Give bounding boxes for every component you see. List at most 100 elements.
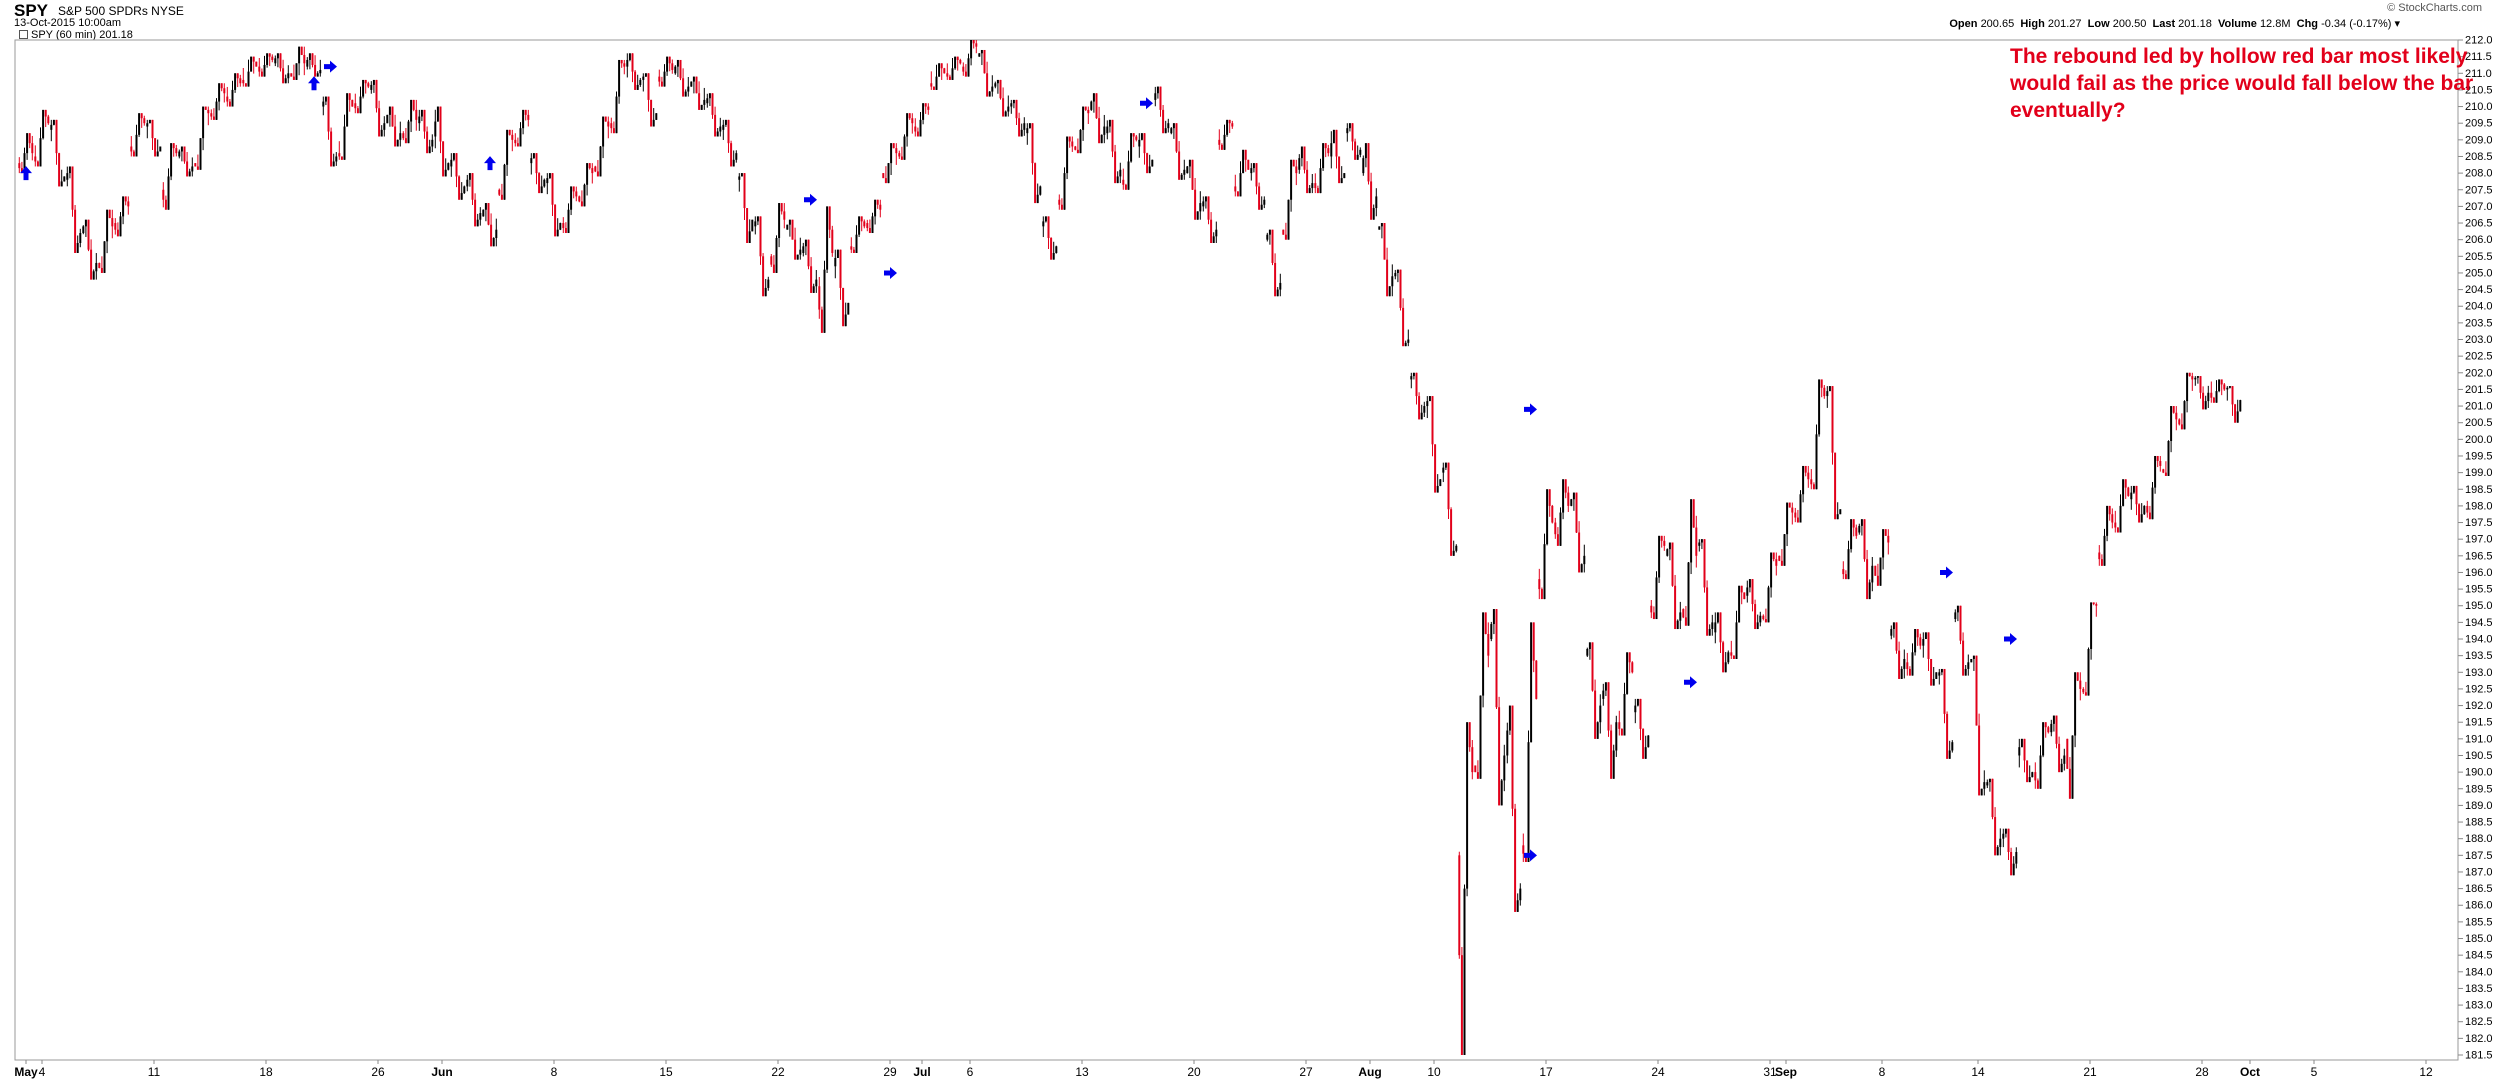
y-tick-label: 189.5 xyxy=(2465,783,2493,795)
candle-body xyxy=(1778,555,1781,561)
candle-body xyxy=(1570,499,1573,506)
candle-body xyxy=(914,126,917,132)
y-tick-label: 181.5 xyxy=(2465,1050,2493,1062)
candle-body xyxy=(1716,612,1719,623)
candle-body xyxy=(556,229,559,237)
candle-body xyxy=(1898,650,1901,679)
candle-body xyxy=(354,103,357,109)
candle-body xyxy=(1807,472,1810,480)
candle-body xyxy=(1412,372,1415,377)
candle-body xyxy=(1167,123,1170,129)
candle-body xyxy=(1831,386,1834,453)
candle-body xyxy=(1418,396,1421,420)
candle-body xyxy=(730,143,733,167)
candle-body xyxy=(140,113,143,119)
candle-body xyxy=(1386,259,1389,297)
candle-body xyxy=(2002,833,2005,839)
candle-body xyxy=(850,246,853,250)
candle-body xyxy=(215,101,218,120)
candle-body xyxy=(2100,559,2103,566)
candle-body xyxy=(2236,411,2239,423)
candle-body xyxy=(1492,609,1495,625)
candle-body xyxy=(1658,535,1661,578)
candle-body xyxy=(1668,542,1671,550)
x-tick-label: May xyxy=(14,1065,38,1079)
candle-body xyxy=(338,153,341,157)
candle-body xyxy=(23,153,26,174)
candle-body xyxy=(567,209,570,234)
candle-body xyxy=(2036,780,2039,789)
candle-body xyxy=(1002,98,1005,117)
candle-body xyxy=(1863,519,1866,560)
candle-body xyxy=(194,163,197,167)
candle-body xyxy=(1746,587,1749,596)
candle-body xyxy=(1124,184,1127,190)
candle-body xyxy=(842,287,845,327)
candle-body xyxy=(1988,778,1991,783)
y-tick-label: 203.0 xyxy=(2465,334,2493,346)
candle-body xyxy=(618,59,621,97)
candle-body xyxy=(1583,555,1586,565)
candle-body xyxy=(2130,492,2133,500)
dropdown-caret-icon[interactable]: ▾ xyxy=(2394,18,2400,30)
candle-body xyxy=(1447,462,1450,510)
candle-body xyxy=(802,246,805,253)
candle-body xyxy=(226,96,229,102)
candle-body xyxy=(852,249,855,253)
candle-body xyxy=(1156,86,1159,94)
candle-body xyxy=(1146,153,1149,174)
candle-body xyxy=(2082,688,2085,693)
candle-body xyxy=(244,83,247,87)
candle-body xyxy=(2164,472,2167,476)
candle-body xyxy=(906,113,909,137)
candle-body xyxy=(2124,479,2127,488)
candle-body xyxy=(1810,479,1813,485)
candle-body xyxy=(1679,612,1682,621)
candle-body xyxy=(76,243,79,253)
candle-body xyxy=(466,179,469,187)
candle-body xyxy=(554,204,557,237)
x-tick-label: 20 xyxy=(1187,1065,1201,1079)
candle-body xyxy=(1194,189,1197,220)
candle-body xyxy=(596,171,599,177)
candle-body xyxy=(1007,106,1010,112)
candle-body xyxy=(1882,529,1885,558)
y-tick-label: 211.0 xyxy=(2465,68,2492,80)
x-tick-label: 21 xyxy=(2083,1065,2097,1079)
candle-body xyxy=(858,216,861,235)
candle-body xyxy=(1303,146,1306,170)
candle-body xyxy=(1498,707,1501,806)
candle-body xyxy=(1978,725,1981,796)
candle-body xyxy=(1727,652,1730,663)
candle-body xyxy=(1364,143,1367,159)
y-tick-label: 193.5 xyxy=(2465,650,2493,662)
candle-body xyxy=(1596,722,1599,739)
candle-body xyxy=(343,126,346,160)
candle-body xyxy=(1738,585,1741,623)
candle-body xyxy=(1754,604,1757,630)
candle-body xyxy=(42,109,45,139)
candle-body xyxy=(1119,169,1122,177)
candle-body xyxy=(975,43,978,47)
candle-body xyxy=(2018,747,2021,756)
candle-body xyxy=(2028,777,2031,783)
candle-body xyxy=(887,163,890,184)
candle-body xyxy=(1154,93,1157,100)
candle-body xyxy=(746,208,749,243)
candle-body xyxy=(1474,765,1477,773)
candle-body xyxy=(514,139,517,144)
candle-body xyxy=(1479,695,1482,779)
x-axis: May 4 11 18 26 Jun 8 15 22 29 Jul 6 13 20 27 Aug 10 17 24 3… xyxy=(14,1060,2433,1079)
candle-body xyxy=(306,59,309,67)
y-tick-label: 193.0 xyxy=(2465,667,2493,679)
y-tick-label: 192.5 xyxy=(2465,683,2493,695)
up-arrow-icon xyxy=(308,76,320,91)
candle-body xyxy=(508,129,511,135)
candle-body xyxy=(954,56,957,69)
candle-body xyxy=(471,173,474,200)
candle-body xyxy=(1935,672,1938,679)
candle-body xyxy=(527,114,530,120)
candle-body xyxy=(1903,658,1906,669)
candle-body xyxy=(1135,136,1138,140)
candle-body xyxy=(610,123,613,129)
